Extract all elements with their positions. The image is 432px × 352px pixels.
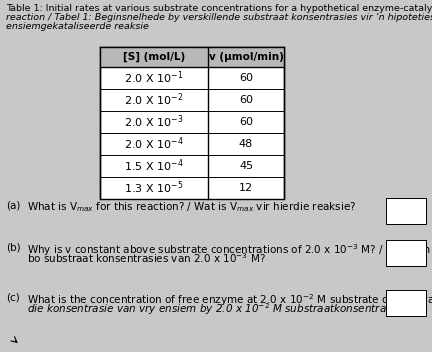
Bar	[100, 47, 284, 67]
Text: 2.0 X 10$^{-3}$: 2.0 X 10$^{-3}$	[124, 114, 184, 130]
Text: bo substraat konsentrasies van 2.0 x 10$^{-3}$ M?: bo substraat konsentrasies van 2.0 x 10$…	[27, 251, 266, 265]
Text: 2.0 X 10$^{-4}$: 2.0 X 10$^{-4}$	[124, 136, 184, 152]
Text: 60: 60	[239, 73, 253, 83]
Text: 2.0 X 10$^{-2}$: 2.0 X 10$^{-2}$	[124, 92, 184, 108]
Text: 1.5 X 10$^{-4}$: 1.5 X 10$^{-4}$	[124, 158, 184, 174]
Text: 2.0 X 10$^{-1}$: 2.0 X 10$^{-1}$	[124, 70, 184, 86]
Text: 60: 60	[239, 95, 253, 105]
Text: v (μmol/min): v (μmol/min)	[209, 52, 283, 62]
Text: 12: 12	[239, 183, 253, 193]
Text: 45: 45	[239, 161, 253, 171]
Text: What is the concentration of free enzyme at 2.0 x 10$^{-2}$ M substrate concentr: What is the concentration of free enzyme…	[27, 292, 432, 308]
Text: (c): (c)	[6, 292, 20, 302]
Text: 48: 48	[239, 139, 253, 149]
Text: [S] (mol/L): [S] (mol/L)	[123, 52, 185, 62]
Bar	[386, 240, 426, 266]
Text: Why is v constant above substrate concentrations of 2.0 x 10$^{-3}$ M? / Waarom : Why is v constant above substrate concen…	[27, 242, 432, 258]
Text: (a): (a)	[6, 200, 20, 210]
Bar	[386, 198, 426, 224]
Bar	[386, 290, 426, 316]
Text: reaction / Tabel 1: Beginsnelhede by verskillende substraat konsentrasies vir ‘n: reaction / Tabel 1: Beginsnelhede by ver…	[6, 13, 432, 22]
Text: Table 1: Initial rates at various substrate concentrations for a hypothetical en: Table 1: Initial rates at various substr…	[6, 4, 432, 13]
Text: What is V$_{max}$ for this reaction? / Wat is V$_{max}$ vir hierdie reaksie?: What is V$_{max}$ for this reaction? / W…	[27, 200, 356, 214]
Bar	[100, 47, 284, 199]
Text: (b): (b)	[6, 242, 21, 252]
Text: die konsentrasie van vry ensiem by 2.0 x 10$^{-2}$ M substraatkonsentrasie?: die konsentrasie van vry ensiem by 2.0 x…	[27, 301, 407, 317]
Text: 1.3 X 10$^{-5}$: 1.3 X 10$^{-5}$	[124, 180, 184, 196]
Text: ensiemgekataliseerde reaksie: ensiemgekataliseerde reaksie	[6, 22, 149, 31]
Text: 60: 60	[239, 117, 253, 127]
